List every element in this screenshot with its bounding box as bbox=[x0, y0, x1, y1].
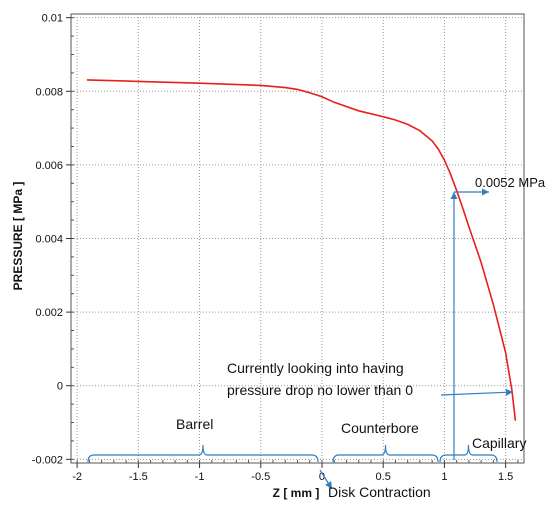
counterbore-brace bbox=[332, 444, 439, 463]
annotations bbox=[87, 188, 514, 490]
annotation-disk-contraction: Disk Contraction bbox=[328, 484, 431, 500]
pressure-line bbox=[86, 79, 517, 421]
grid bbox=[71, 14, 524, 463]
annotation-zero-arrow bbox=[440, 388, 514, 396]
series-layer bbox=[86, 79, 517, 421]
y-tick-label: 0.006 bbox=[35, 160, 63, 172]
y-tick-label: 0.004 bbox=[35, 234, 63, 246]
y-tick-label: 0 bbox=[57, 381, 63, 393]
annotation-note-line2: pressure drop no lower than 0 bbox=[227, 382, 413, 398]
x-tick-label: 0 bbox=[319, 471, 325, 483]
y-tick-label: 0.01 bbox=[42, 13, 63, 25]
x-tick-label: 1 bbox=[441, 471, 447, 483]
annotation-note-line1: Currently looking into having bbox=[227, 360, 404, 376]
y-tick-label: 0.002 bbox=[35, 307, 63, 319]
x-tick-label: -0.5 bbox=[251, 471, 270, 483]
barrel-brace bbox=[87, 444, 319, 463]
y-tick-label: -0.002 bbox=[32, 454, 63, 466]
y-axis-title: PRESSURE [ MPa ] bbox=[11, 182, 25, 291]
annotation-value-label: 0.0052 MPa bbox=[475, 175, 546, 190]
x-tick-label: 0.5 bbox=[376, 471, 391, 483]
capillary-brace bbox=[439, 444, 498, 463]
annotation-barrel: Barrel bbox=[176, 416, 213, 432]
x-tick-label: -2 bbox=[72, 471, 82, 483]
annotation-counterbore: Counterbore bbox=[341, 420, 419, 436]
x-tick-label: -1 bbox=[195, 471, 205, 483]
annotation-capillary: Capillary bbox=[472, 435, 526, 451]
y-tick-label: 0.008 bbox=[35, 86, 63, 98]
x-tick-label: 1.5 bbox=[498, 471, 513, 483]
annotation-disk-arrow bbox=[319, 469, 333, 490]
x-axis-title: Z [ mm ] bbox=[273, 486, 320, 500]
x-tick-label: -1.5 bbox=[129, 471, 148, 483]
axis-ticks: -2 -1.5 -1 -0.5 0 0.5 1 1.5 -0.002 0 0.002 0.004 0.0… bbox=[32, 13, 519, 483]
